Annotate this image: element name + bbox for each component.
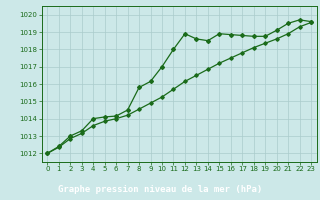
Text: Graphe pression niveau de la mer (hPa): Graphe pression niveau de la mer (hPa) — [58, 185, 262, 194]
